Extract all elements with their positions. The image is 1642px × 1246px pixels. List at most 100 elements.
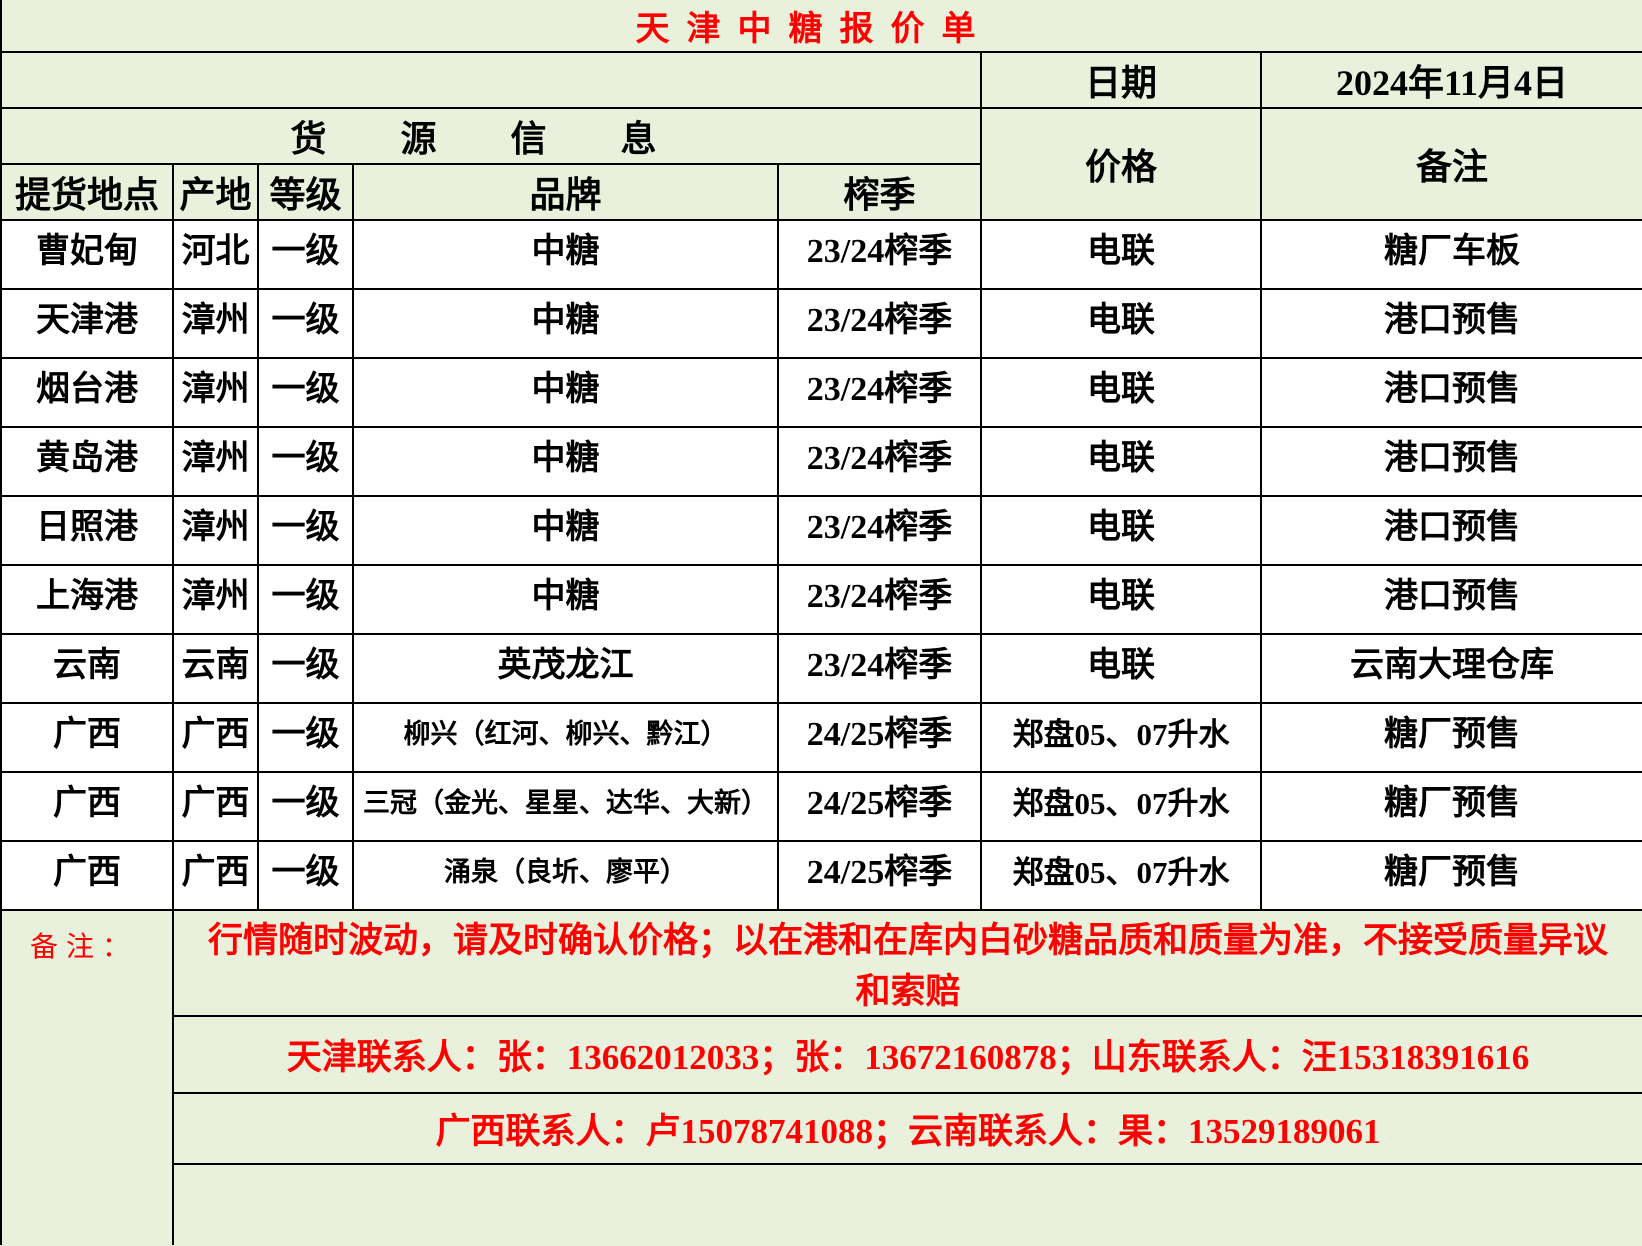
cell-grade: 一级 bbox=[257, 357, 354, 428]
footer-note-row: 备注： 行情随时波动，请及时确认价格；以在港和在库内白砂糖品质和质量为准，不接受… bbox=[0, 909, 1642, 1245]
cell-grade: 一级 bbox=[257, 288, 354, 359]
cell-location: 天津港 bbox=[0, 288, 174, 359]
cell-location: 曹妃甸 bbox=[0, 219, 174, 290]
cell-remark: 港口预售 bbox=[1259, 564, 1642, 635]
cell-remark: 港口预售 bbox=[1259, 426, 1642, 497]
table-row: 广西 广西 一级 柳兴（红河、柳兴、黔江） 24/25榨季 郑盘05、07升水 糖厂预售 bbox=[0, 702, 1642, 773]
footer-contacts-row-1: 天津联系人：张：13662012033；张：13672160878；山东联系人：… bbox=[1, 1015, 1642, 1094]
cell-location: 广西 bbox=[0, 702, 174, 773]
cell-location: 上海港 bbox=[0, 564, 174, 635]
cell-price: 电联 bbox=[980, 357, 1262, 428]
title-row: 天津中糖报价单 bbox=[0, 0, 1642, 53]
cell-grade: 一级 bbox=[257, 495, 354, 566]
cell-price: 郑盘05、07升水 bbox=[980, 702, 1262, 773]
cell-brand: 中糖 bbox=[352, 219, 779, 290]
cell-brand: 柳兴（红河、柳兴、黔江） bbox=[352, 702, 779, 773]
cell-season: 24/25榨季 bbox=[777, 840, 982, 911]
table-row: 日照港 漳州 一级 中糖 23/24榨季 电联 港口预售 bbox=[0, 495, 1642, 566]
cell-grade: 一级 bbox=[257, 702, 354, 773]
cell-season: 23/24榨季 bbox=[777, 495, 982, 566]
cell-season: 24/25榨季 bbox=[777, 771, 982, 842]
date-value: 2024年11月4日 bbox=[1259, 51, 1642, 109]
cell-grade: 一级 bbox=[257, 840, 354, 911]
footer-empty-cell bbox=[171, 1163, 1642, 1245]
cell-location: 云南 bbox=[0, 633, 174, 704]
col-header-season: 榨季 bbox=[777, 163, 982, 221]
col-header-location: 提货地点 bbox=[0, 163, 174, 221]
cell-remark: 糖厂预售 bbox=[1259, 702, 1642, 773]
footer-contacts-2: 广西联系人：卢15078741088；云南联系人：果：13529189061 bbox=[171, 1092, 1642, 1165]
cell-location: 广西 bbox=[0, 840, 174, 911]
cell-price: 电联 bbox=[980, 495, 1262, 566]
cell-price: 电联 bbox=[980, 426, 1262, 497]
table-row: 天津港 漳州 一级 中糖 23/24榨季 电联 港口预售 bbox=[0, 288, 1642, 359]
date-row-spacer bbox=[0, 51, 982, 109]
cell-season: 23/24榨季 bbox=[777, 426, 982, 497]
footer-contacts-row-2: 广西联系人：卢15078741088；云南联系人：果：13529189061 bbox=[1, 1092, 1642, 1165]
cell-origin: 漳州 bbox=[172, 426, 259, 497]
cell-price: 电联 bbox=[980, 288, 1262, 359]
cell-brand: 中糖 bbox=[352, 495, 779, 566]
cell-remark: 云南大理仓库 bbox=[1259, 633, 1642, 704]
cell-remark: 港口预售 bbox=[1259, 288, 1642, 359]
footer-note: 行情随时波动，请及时确认价格；以在港和在库内白砂糖品质和质量为准，不接受质量异议… bbox=[171, 909, 1642, 1017]
cell-season: 23/24榨季 bbox=[777, 357, 982, 428]
cell-remark: 港口预售 bbox=[1259, 357, 1642, 428]
cell-season: 23/24榨季 bbox=[777, 633, 982, 704]
cell-origin: 广西 bbox=[172, 840, 259, 911]
cell-remark: 糖厂车板 bbox=[1259, 219, 1642, 290]
date-row: 日期 2024年11月4日 bbox=[0, 51, 1642, 109]
table-row: 上海港 漳州 一级 中糖 23/24榨季 电联 港口预售 bbox=[0, 564, 1642, 635]
cell-origin: 漳州 bbox=[172, 357, 259, 428]
cell-season: 23/24榨季 bbox=[777, 288, 982, 359]
cell-brand: 中糖 bbox=[352, 357, 779, 428]
column-header-row: 提货地点 产地 等级 品牌 榨季 bbox=[0, 163, 1642, 221]
cell-brand: 中糖 bbox=[352, 288, 779, 359]
cell-brand: 英茂龙江 bbox=[352, 633, 779, 704]
table-row: 广西 广西 一级 三冠（金光、星星、达华、大新） 24/25榨季 郑盘05、07升水 糖厂预… bbox=[0, 771, 1642, 842]
col-header-grade: 等级 bbox=[257, 163, 354, 221]
date-label: 日期 bbox=[980, 51, 1262, 109]
footer-note-line2: 和索赔 bbox=[855, 972, 961, 1011]
page-title: 天津中糖报价单 bbox=[0, 0, 1642, 53]
cell-location: 烟台港 bbox=[0, 357, 174, 428]
table-row: 烟台港 漳州 一级 中糖 23/24榨季 电联 港口预售 bbox=[0, 357, 1642, 428]
cell-season: 24/25榨季 bbox=[777, 702, 982, 773]
cell-origin: 漳州 bbox=[172, 495, 259, 566]
data-rows: 曹妃甸 河北 一级 中糖 23/24榨季 电联 糖厂车板 天津港 漳州 一级 中糖 23/24榨季 电联… bbox=[0, 219, 1642, 911]
footer-empty-row bbox=[1, 1163, 1642, 1245]
cell-brand: 中糖 bbox=[352, 426, 779, 497]
cell-origin: 漳州 bbox=[172, 288, 259, 359]
cell-location: 黄岛港 bbox=[0, 426, 174, 497]
cell-remark: 糖厂预售 bbox=[1259, 840, 1642, 911]
cell-origin: 云南 bbox=[172, 633, 259, 704]
cell-origin: 广西 bbox=[172, 771, 259, 842]
cell-price: 郑盘05、07升水 bbox=[980, 840, 1262, 911]
cell-price: 电联 bbox=[980, 564, 1262, 635]
cell-price: 郑盘05、07升水 bbox=[980, 771, 1262, 842]
cell-origin: 河北 bbox=[172, 219, 259, 290]
cell-brand: 涌泉（良圻、廖平） bbox=[352, 840, 779, 911]
price-header: 价格 bbox=[980, 107, 1262, 221]
cell-season: 23/24榨季 bbox=[777, 219, 982, 290]
cell-remark: 糖厂预售 bbox=[1259, 771, 1642, 842]
cell-remark: 港口预售 bbox=[1259, 495, 1642, 566]
cell-grade: 一级 bbox=[257, 564, 354, 635]
cell-season: 23/24榨季 bbox=[777, 564, 982, 635]
footer-contacts-1: 天津联系人：张：13662012033；张：13672160878；山东联系人：… bbox=[171, 1015, 1642, 1094]
cell-location: 日照港 bbox=[0, 495, 174, 566]
supply-info-header: 货源信息 bbox=[0, 107, 982, 165]
cell-brand: 中糖 bbox=[352, 564, 779, 635]
footer-remark-label: 备注： bbox=[0, 909, 174, 1245]
col-header-brand: 品牌 bbox=[352, 163, 779, 221]
cell-origin: 广西 bbox=[172, 702, 259, 773]
cell-origin: 漳州 bbox=[172, 564, 259, 635]
remark-header: 备注 bbox=[1259, 107, 1642, 221]
col-header-origin: 产地 bbox=[172, 163, 259, 221]
cell-grade: 一级 bbox=[257, 426, 354, 497]
cell-price: 电联 bbox=[980, 633, 1262, 704]
footer-note-line1: 行情随时波动，请及时确认价格；以在港和在库内白砂糖品质和质量为准，不接受质量异议 bbox=[208, 921, 1609, 960]
cell-grade: 一级 bbox=[257, 771, 354, 842]
cell-location: 广西 bbox=[0, 771, 174, 842]
